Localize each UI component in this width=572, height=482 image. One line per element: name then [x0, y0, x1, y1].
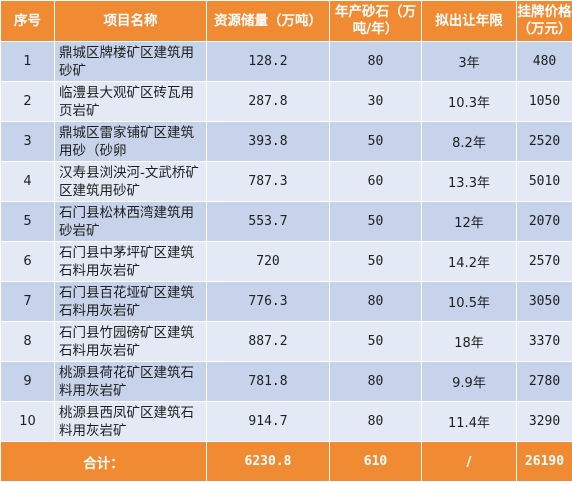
term-cell: 12年: [421, 201, 517, 242]
reserve-cell: 887.2: [206, 321, 330, 362]
price-cell: 2570: [516, 241, 572, 282]
project-name-cell: 石门县百花垭矿区建筑石料用灰岩矿: [54, 281, 207, 322]
annual-output-cell: 80: [329, 281, 422, 322]
price-cell: 1050: [516, 81, 572, 122]
reserve-cell: 787.3: [206, 161, 330, 202]
table-row: 8 石门县竹园磅矿区建筑石料用灰岩矿 887.2 50 18年 3370: [0, 321, 572, 362]
term-cell: 3年: [421, 41, 517, 82]
total-label: 合计：: [0, 441, 207, 482]
table-row: 5 石门县松林西湾建筑用砂岩矿 553.7 50 12年 2070: [0, 201, 572, 242]
annual-output-cell: 60: [329, 161, 422, 202]
table-row: 10 桃源县西凤矿区建筑石料用灰岩矿 914.7 80 11.4年 3290: [0, 401, 572, 442]
term-cell: 13.3年: [421, 161, 517, 202]
annual-output-cell: 50: [329, 321, 422, 362]
total-reserve: 6230.8: [206, 441, 330, 482]
total-years: /: [421, 441, 517, 482]
annual-output-cell: 30: [329, 81, 422, 122]
total-annual: 610: [329, 441, 422, 482]
price-cell: 3050: [516, 281, 572, 322]
header-cell: 资源储量（万吨）: [206, 0, 330, 42]
project-name-cell: 石门县松林西湾建筑用砂岩矿: [54, 201, 207, 242]
price-cell: 2070: [516, 201, 572, 242]
term-cell: 10.3年: [421, 81, 517, 122]
reserve-cell: 128.2: [206, 41, 330, 82]
row-number-cell: 8: [0, 321, 55, 362]
price-cell: 3370: [516, 321, 572, 362]
row-number-cell: 1: [0, 41, 55, 82]
header-cell: 拟出让年限: [421, 0, 517, 42]
term-cell: 8.2年: [421, 121, 517, 162]
reserve-cell: 914.7: [206, 401, 330, 442]
reserve-cell: 776.3: [206, 281, 330, 322]
term-cell: 9.9年: [421, 361, 517, 402]
project-name-cell: 临澧县大观矿区砖瓦用页岩矿: [54, 81, 207, 122]
annual-output-cell: 50: [329, 241, 422, 282]
project-name-cell: 石门县竹园磅矿区建筑石料用灰岩矿: [54, 321, 207, 362]
project-name-cell: 桃源县荷花矿区建筑石料用灰岩矿: [54, 361, 207, 402]
price-cell: 2780: [516, 361, 572, 402]
annual-output-cell: 50: [329, 201, 422, 242]
row-number-cell: 7: [0, 281, 55, 322]
row-number-cell: 4: [0, 161, 55, 202]
row-number-cell: 10: [0, 401, 55, 442]
total-row: 合计： 6230.8 610 / 26190: [0, 441, 572, 482]
project-name-cell: 鼎城区牌楼矿区建筑用砂矿: [54, 41, 207, 82]
term-cell: 14.2年: [421, 241, 517, 282]
term-cell: 10.5年: [421, 281, 517, 322]
annual-output-cell: 80: [329, 41, 422, 82]
table-row: 7 石门县百花垭矿区建筑石料用灰岩矿 776.3 80 10.5年 3050: [0, 281, 572, 322]
row-number-cell: 9: [0, 361, 55, 402]
price-cell: 2520: [516, 121, 572, 162]
header-row: 序号 项目名称 资源储量（万吨） 年产砂石（万吨/年） 拟出让年限 挂牌价格（万…: [0, 0, 572, 42]
price-cell: 3290: [516, 401, 572, 442]
row-number-cell: 2: [0, 81, 55, 122]
reserve-cell: 781.8: [206, 361, 330, 402]
project-name-cell: 汉寿县浏泱河-文武桥矿区建筑用砂矿: [54, 161, 207, 202]
reserve-cell: 720: [206, 241, 330, 282]
annual-output-cell: 50: [329, 121, 422, 162]
term-cell: 11.4年: [421, 401, 517, 442]
header-cell: 年产砂石（万吨/年）: [329, 0, 422, 42]
header-cell: 项目名称: [54, 0, 207, 42]
row-number-cell: 6: [0, 241, 55, 282]
reserve-cell: 287.8: [206, 81, 330, 122]
project-name-cell: 桃源县西凤矿区建筑石料用灰岩矿: [54, 401, 207, 442]
table-row: 1 鼎城区牌楼矿区建筑用砂矿 128.2 80 3年 480: [0, 41, 572, 82]
table-row: 2 临澧县大观矿区砖瓦用页岩矿 287.8 30 10.3年 1050: [0, 81, 572, 122]
annual-output-cell: 80: [329, 401, 422, 442]
price-cell: 5010: [516, 161, 572, 202]
header-cell: 序号: [0, 0, 55, 42]
total-price: 26190: [516, 441, 572, 482]
price-cell: 480: [516, 41, 572, 82]
header-cell: 挂牌价格（万元）: [516, 0, 572, 42]
reserve-cell: 393.8: [206, 121, 330, 162]
table-row: 6 石门县中茅坪矿区建筑石料用灰岩矿 720 50 14.2年 2570: [0, 241, 572, 282]
annual-output-cell: 80: [329, 361, 422, 402]
table-row: 9 桃源县荷花矿区建筑石料用灰岩矿 781.8 80 9.9年 2780: [0, 361, 572, 402]
table-row: 3 鼎城区雷家铺矿区建筑用砂（砂卵 393.8 50 8.2年 2520: [0, 121, 572, 162]
table-body: 1 鼎城区牌楼矿区建筑用砂矿 128.2 80 3年 480 2 临澧县大观矿区砖瓦用页岩矿 2…: [0, 41, 572, 442]
row-number-cell: 3: [0, 121, 55, 162]
term-cell: 18年: [421, 321, 517, 362]
project-name-cell: 石门县中茅坪矿区建筑石料用灰岩矿: [54, 241, 207, 282]
row-number-cell: 5: [0, 201, 55, 242]
project-name-cell: 鼎城区雷家铺矿区建筑用砂（砂卵: [54, 121, 207, 162]
table-row: 4 汉寿县浏泱河-文武桥矿区建筑用砂矿 787.3 60 13.3年 5010: [0, 161, 572, 202]
reserve-cell: 553.7: [206, 201, 330, 242]
